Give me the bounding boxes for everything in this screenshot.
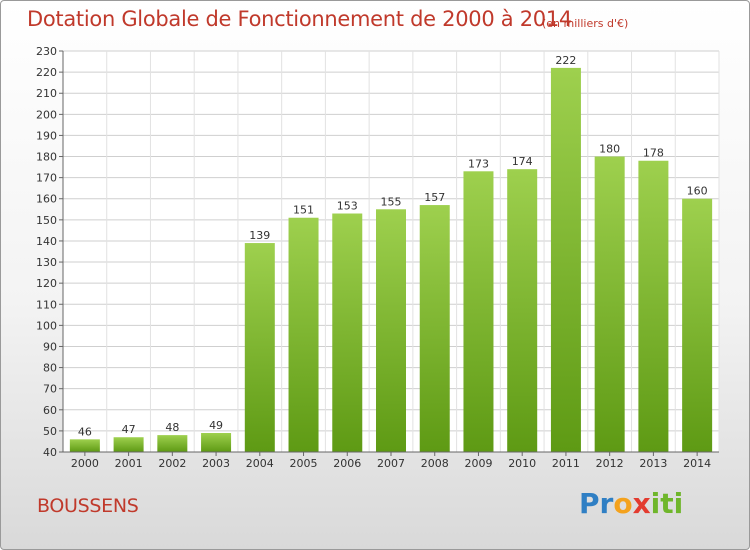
bar-2005 <box>288 217 319 452</box>
value-label-2014: 160 <box>687 185 708 198</box>
y-tick-label: 210 <box>36 87 57 100</box>
y-tick-label: 180 <box>36 151 57 164</box>
bar-2002 <box>157 435 188 452</box>
x-tick-label-2006: 2006 <box>333 457 361 470</box>
x-tick-label-2009: 2009 <box>464 457 492 470</box>
y-tick-label: 200 <box>36 108 57 121</box>
bar-2000 <box>69 439 100 452</box>
y-tick-label: 190 <box>36 129 57 142</box>
y-tick-label: 80 <box>43 362 57 375</box>
value-label-2007: 155 <box>381 195 402 208</box>
value-label-2009: 173 <box>468 157 489 170</box>
x-tick-label-2000: 2000 <box>71 457 99 470</box>
x-tick-label-2013: 2013 <box>639 457 667 470</box>
bar-2009 <box>463 171 494 453</box>
value-label-2000: 46 <box>78 425 92 438</box>
y-tick-label: 130 <box>36 256 57 269</box>
value-label-2011: 222 <box>555 54 576 67</box>
value-label-2012: 180 <box>599 143 620 156</box>
bar-2001 <box>113 437 144 452</box>
value-label-2013: 178 <box>643 147 664 160</box>
y-tick-label: 40 <box>43 446 57 459</box>
y-tick-label: 220 <box>36 66 57 79</box>
value-label-2001: 47 <box>122 423 136 436</box>
y-tick-label: 110 <box>36 298 57 311</box>
value-label-2003: 49 <box>209 419 223 432</box>
chart-subtitle: (en milliers d'€) <box>542 17 629 30</box>
bar-2008 <box>419 205 450 452</box>
bar-2003 <box>201 433 232 452</box>
x-tick-label-2001: 2001 <box>115 457 143 470</box>
x-tick-label-2014: 2014 <box>683 457 711 470</box>
y-tick-label: 50 <box>43 425 57 438</box>
value-label-2008: 157 <box>424 191 445 204</box>
bar-2010 <box>507 169 538 453</box>
x-tick-label-2005: 2005 <box>290 457 318 470</box>
bar-2014 <box>682 198 713 452</box>
y-tick-label: 230 <box>36 45 57 58</box>
y-tick-label: 60 <box>43 404 57 417</box>
commune-name: BOUSSENS <box>37 495 139 517</box>
bar-2013 <box>638 160 669 452</box>
x-tick-label-2003: 2003 <box>202 457 230 470</box>
y-tick-label: 170 <box>36 172 57 185</box>
proxiti-logo: Proxiti <box>579 487 684 520</box>
y-tick-label: 120 <box>36 277 57 290</box>
bars <box>69 67 713 453</box>
bar-2012 <box>594 156 625 453</box>
value-label-2005: 151 <box>293 204 314 217</box>
y-tick-label: 100 <box>36 319 57 332</box>
value-label-2010: 174 <box>512 155 533 168</box>
x-tick-label-2008: 2008 <box>421 457 449 470</box>
y-tick-label: 140 <box>36 235 57 248</box>
x-tick-label-2011: 2011 <box>552 457 580 470</box>
bar-2011 <box>550 67 581 452</box>
bar-2004 <box>244 243 275 452</box>
y-tick-label: 150 <box>36 214 57 227</box>
value-label-2004: 139 <box>249 229 270 242</box>
axes: 40 50 60 70 80 90 100 110 120 130 140 150 160 170 180 1… <box>36 45 719 470</box>
x-tick-label-2010: 2010 <box>508 457 536 470</box>
y-tick-label: 70 <box>43 383 57 396</box>
value-label-2006: 153 <box>337 200 358 213</box>
data-labels: 46 47 48 49 139 151 153 155 157 173 174 222 180 178 16… <box>78 54 708 438</box>
y-tick-label: 90 <box>43 340 57 353</box>
y-tick-label: 160 <box>36 193 57 206</box>
x-tick-label-2012: 2012 <box>596 457 624 470</box>
bar-2006 <box>332 213 363 452</box>
chart-title: Dotation Globale de Fonctionnement de 20… <box>27 7 572 31</box>
x-tick-label-2004: 2004 <box>246 457 274 470</box>
x-tick-label-2002: 2002 <box>158 457 186 470</box>
x-tick-label-2007: 2007 <box>377 457 405 470</box>
bar-2007 <box>376 209 406 452</box>
value-label-2002: 48 <box>165 421 179 434</box>
